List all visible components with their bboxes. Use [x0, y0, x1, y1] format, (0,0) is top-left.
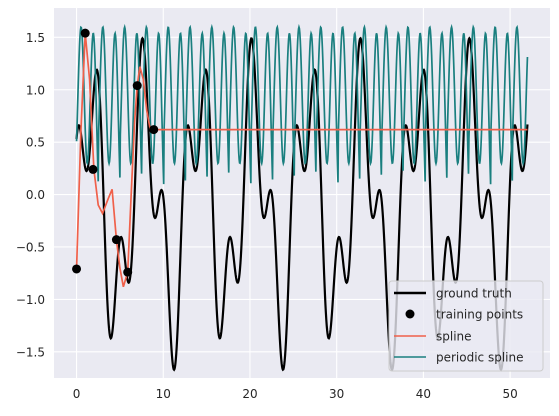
line-periodic-spline	[75, 23, 529, 185]
training-point	[80, 28, 90, 38]
line-ground-truth	[75, 36, 529, 372]
y-tick-label: −1.0	[16, 293, 45, 307]
y-tick-label: 1.0	[26, 83, 45, 97]
legend: ground truth training points spline peri…	[388, 280, 544, 372]
x-tick-label: 10	[156, 387, 171, 401]
legend-handle-training-points	[405, 309, 415, 319]
y-tick-label: 0.5	[26, 136, 45, 150]
training-point	[149, 125, 159, 135]
x-tick-label: 50	[502, 387, 517, 401]
series-layer	[72, 23, 529, 372]
y-tick-label: 1.5	[26, 31, 45, 45]
training-point	[132, 81, 142, 91]
x-tick-label: 30	[329, 387, 344, 401]
x-tick-label: 20	[242, 387, 257, 401]
y-tick-label: −1.5	[16, 345, 45, 359]
legend-label-periodic-spline: periodic spline	[436, 351, 524, 365]
x-tick-label: 40	[416, 387, 431, 401]
legend-label-ground-truth: ground truth	[436, 287, 512, 301]
training-point	[88, 164, 98, 174]
x-tick-label: 0	[73, 387, 81, 401]
legend-label-training-points: training points	[436, 308, 523, 322]
training-point	[123, 267, 133, 277]
training-point	[72, 264, 82, 274]
training-point	[111, 235, 121, 245]
legend-label-spline: spline	[436, 330, 472, 344]
line-spline	[75, 33, 528, 288]
tick-labels: 0 10 20 30 40 50 −1.5 −1.0 −0.5 0.0 0.5 1.0 1.5	[16, 31, 518, 401]
y-tick-label: 0.0	[26, 188, 45, 202]
legend-frame	[388, 280, 544, 372]
y-tick-label: −0.5	[16, 240, 45, 254]
